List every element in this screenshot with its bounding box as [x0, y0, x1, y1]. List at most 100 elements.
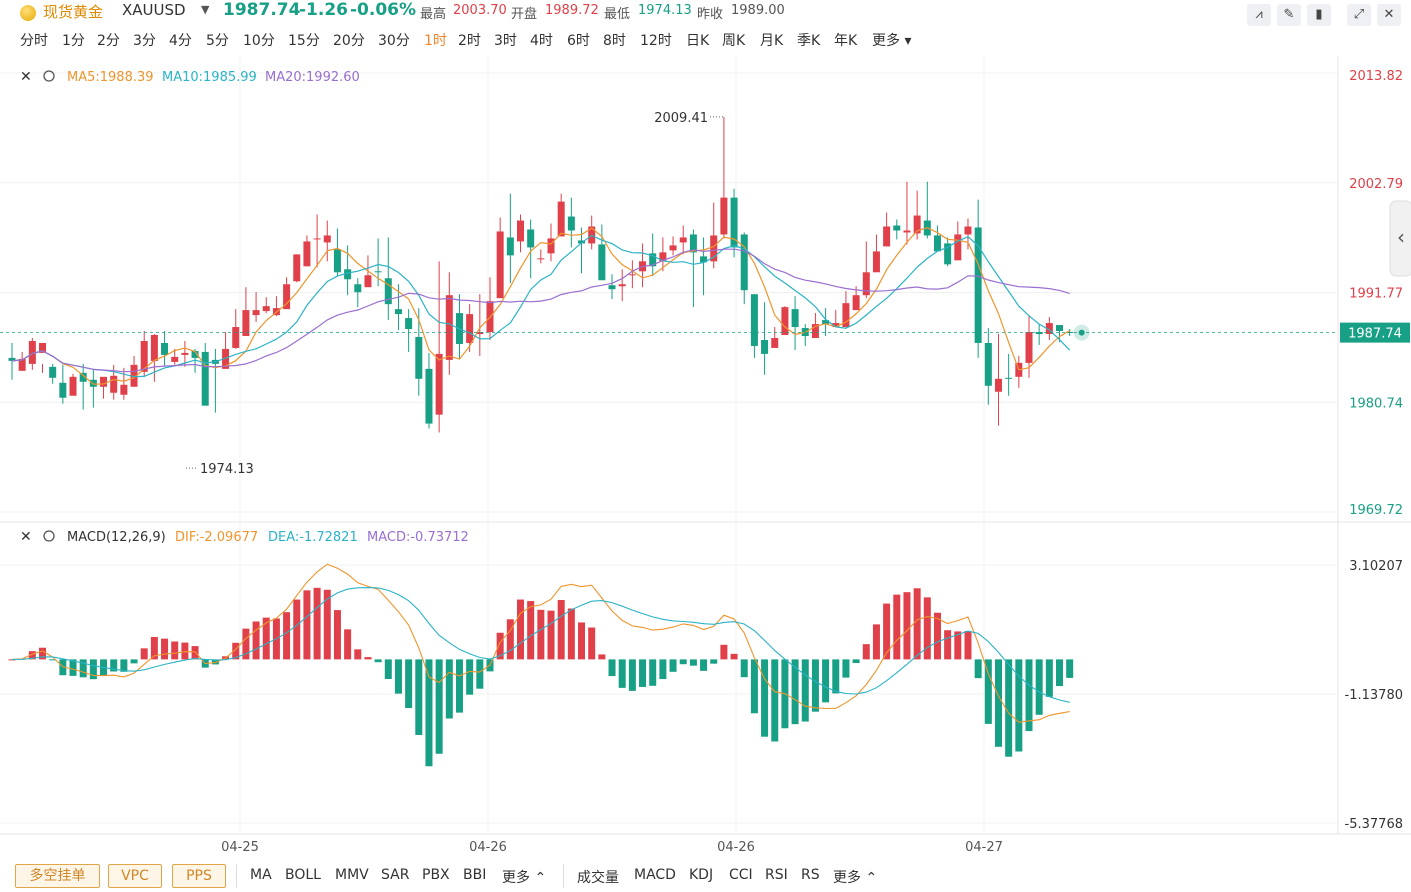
timeframe-4[interactable]: 4分: [169, 33, 192, 49]
bottom-button-0[interactable]: 多空挂单: [15, 864, 100, 888]
main-indicator-tab-bbi[interactable]: BBI: [463, 867, 487, 883]
chevron-down-icon[interactable]: ▼: [201, 3, 210, 16]
timeframe-20[interactable]: 季K: [797, 33, 821, 49]
main-indicator-more[interactable]: 更多 ⌃: [502, 870, 547, 886]
draw-pen-icon[interactable]: ✎: [1277, 4, 1301, 26]
price-change-percent: -0.06%: [350, 0, 417, 20]
timeframe-6[interactable]: 10分: [243, 33, 275, 49]
macd-bar: [1025, 659, 1033, 732]
candle-body: [415, 336, 423, 379]
timeframe-2[interactable]: 2分: [97, 33, 120, 49]
candle-body: [323, 235, 331, 243]
kline-chart[interactable]: 1987.74 2013.82 2002.79 1991.77 1980.74 1969.…: [0, 56, 1411, 856]
timeframe-19[interactable]: 月K: [760, 33, 784, 49]
ma20-legend: MA20:1992.60: [265, 70, 360, 85]
sub-indicator-tab-3[interactable]: CCI: [729, 867, 753, 883]
macd-bar: [700, 659, 708, 671]
timeframe-1[interactable]: 1分: [62, 33, 85, 49]
timeframe-15[interactable]: 8时: [603, 33, 626, 49]
expand-icon[interactable]: ⤢: [1347, 4, 1371, 26]
timeframe-13[interactable]: 4时: [530, 33, 553, 49]
candle-body: [842, 303, 850, 328]
symbol-name[interactable]: 现货黄金: [43, 3, 104, 21]
candle-body: [1056, 325, 1064, 332]
timeframe-7[interactable]: 15分: [288, 33, 320, 49]
timeframe-22[interactable]: 更多 ▾: [872, 33, 912, 49]
macd-bar: [435, 659, 443, 754]
timeframe-17[interactable]: 日K: [686, 33, 710, 49]
dea-line: [11, 587, 1070, 703]
macd-bar: [161, 638, 169, 660]
prev-close-value: 1989.00: [731, 3, 785, 18]
main-indicator-tab-boll[interactable]: BOLL: [285, 867, 321, 883]
sub-indicator-tab-4[interactable]: RSI: [765, 867, 788, 883]
timeframe-8[interactable]: 20分: [333, 33, 365, 49]
macd-bar: [283, 612, 291, 660]
candle-body: [527, 229, 535, 248]
ma5-line: [11, 227, 1071, 385]
close-icon[interactable]: ✕: [1377, 4, 1401, 26]
candle-body: [59, 382, 67, 398]
candle-body: [466, 314, 474, 343]
date-axis-label: 04-27: [965, 840, 1003, 855]
bottom-button-1[interactable]: VPC: [108, 864, 162, 888]
main-indicator-tab-ma[interactable]: MA: [250, 867, 272, 883]
price-change: -1.26: [299, 0, 348, 20]
last-price: 1987.74: [223, 0, 301, 20]
candle-body: [537, 258, 545, 260]
candle-body: [79, 372, 87, 382]
timeframe-14[interactable]: 6时: [567, 33, 590, 49]
candle-body: [1005, 377, 1013, 379]
sub-indicator-more[interactable]: 更多 ⌃: [833, 870, 878, 886]
candle-body: [191, 350, 199, 358]
low-mark-label: 1974.13: [200, 462, 254, 477]
timeframe-18[interactable]: 周K: [722, 33, 746, 49]
timeframe-10[interactable]: 1时: [424, 33, 447, 49]
timeframe-11[interactable]: 2时: [458, 33, 481, 49]
ma20-line: [11, 248, 1070, 373]
sub-indicator-tab-1[interactable]: MACD: [634, 867, 676, 883]
sub-indicator-tab-2[interactable]: KDJ: [689, 867, 714, 883]
macd-bar: [150, 636, 158, 660]
macd-axis-label: 3.10207: [1349, 559, 1403, 574]
main-indicator-tab-pbx[interactable]: PBX: [422, 867, 450, 883]
date-axis-label: 04-25: [221, 840, 259, 855]
macd-bar: [852, 659, 860, 664]
candle-body: [578, 240, 586, 244]
line-tool-icon[interactable]: ⩘: [1247, 4, 1271, 26]
symbol-code[interactable]: XAUUSD: [122, 1, 186, 19]
candle-body: [384, 278, 392, 305]
ma5-legend: MA5:1988.39: [67, 70, 154, 85]
candle-body: [1045, 323, 1053, 335]
main-indicator-tab-sar[interactable]: SAR: [381, 867, 410, 883]
timeframe-9[interactable]: 30分: [378, 33, 410, 49]
candle-body: [761, 339, 769, 354]
candle-body: [476, 332, 484, 335]
candle-body: [252, 310, 260, 316]
timeframe-5[interactable]: 5分: [206, 33, 229, 49]
candle-body: [547, 238, 555, 254]
timeframe-12[interactable]: 3时: [494, 33, 517, 49]
settings-gear-icon: [43, 530, 55, 542]
side-panel-toggle[interactable]: [1389, 200, 1411, 277]
divider: [563, 864, 564, 888]
chevron-left-icon: ‹: [1397, 225, 1405, 249]
timeframe-0[interactable]: 分时: [20, 33, 48, 49]
sub-indicator-tab-5[interactable]: RS: [801, 867, 820, 883]
sub-indicator-tab-0[interactable]: 成交量: [577, 870, 619, 886]
macd-bar: [262, 617, 270, 660]
macd-bar: [110, 659, 118, 672]
timeframe-3[interactable]: 3分: [133, 33, 156, 49]
close-indicator-icon: ✕: [20, 529, 32, 545]
macd-bar: [506, 619, 514, 660]
timeframe-16[interactable]: 12时: [640, 33, 672, 49]
timeframe-21[interactable]: 年K: [834, 33, 858, 49]
candle-body: [903, 230, 911, 233]
last-price-badge: [1340, 322, 1410, 343]
bottom-button-2[interactable]: PPS: [172, 864, 226, 888]
candle-body: [669, 245, 677, 251]
macd-bar: [374, 659, 382, 663]
main-indicator-tab-mmv[interactable]: MMV: [335, 867, 369, 883]
candle-body: [242, 310, 250, 337]
candle-type-icon[interactable]: ▮: [1307, 4, 1331, 26]
